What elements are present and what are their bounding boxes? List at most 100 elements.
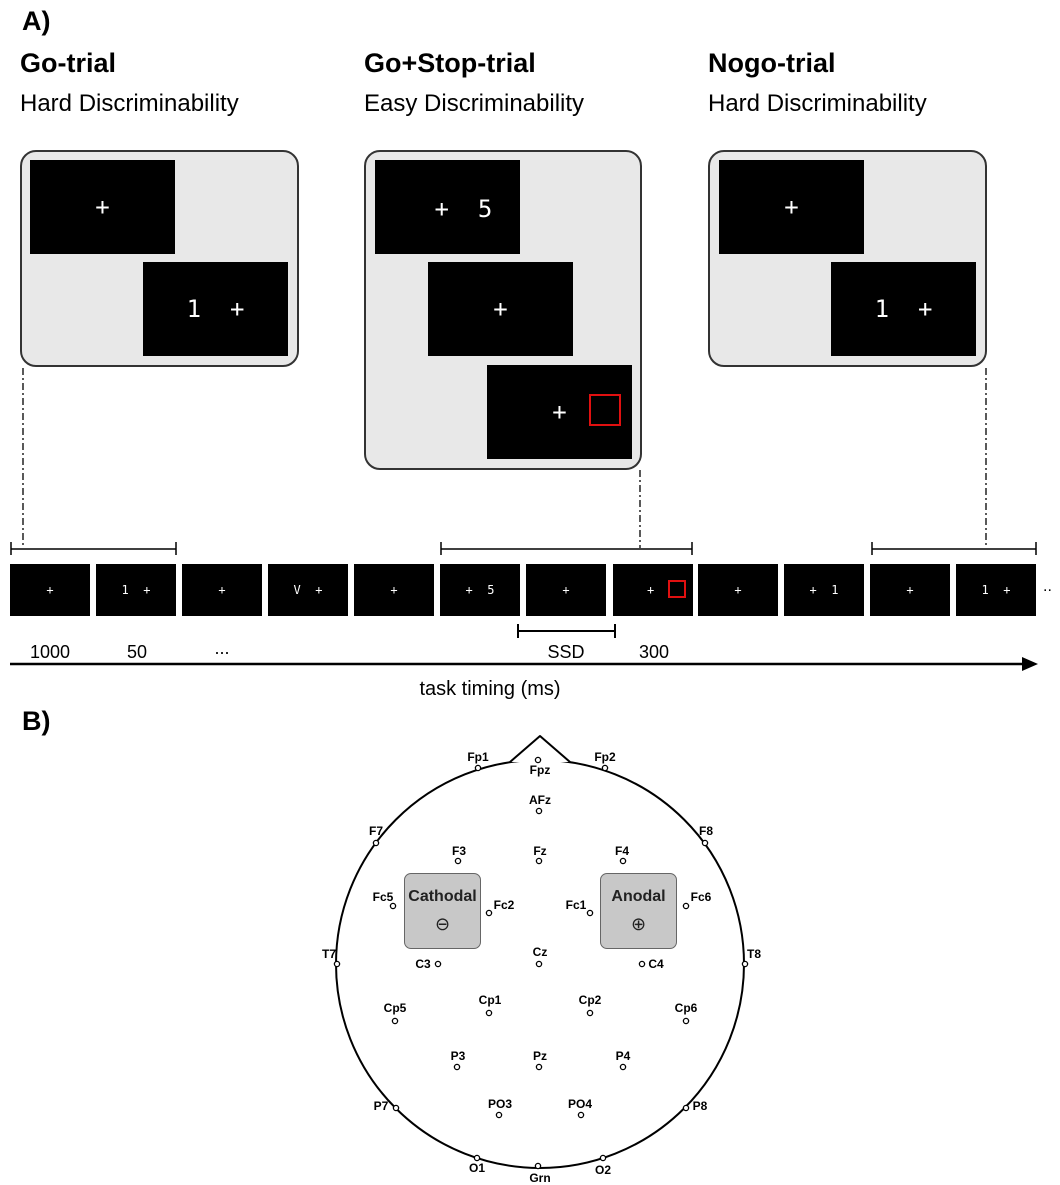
timeline-screen-text: + bbox=[562, 583, 570, 597]
timeline-screen-text: V + bbox=[293, 583, 323, 597]
timeline-screen-text: + bbox=[46, 583, 54, 597]
electrode-dot bbox=[682, 1017, 690, 1025]
electrode-dot bbox=[495, 1111, 503, 1119]
anodal-electrode: Anodal ⊕ bbox=[600, 873, 677, 949]
electrode-dot bbox=[453, 1063, 461, 1071]
electrode-dot bbox=[473, 1154, 481, 1162]
electrode-dot bbox=[619, 1063, 627, 1071]
minus-icon: ⊖ bbox=[434, 914, 451, 935]
electrode-label: F3 bbox=[451, 844, 467, 858]
plus-icon: ⊕ bbox=[630, 914, 647, 935]
electrode-label: P7 bbox=[373, 1099, 389, 1113]
timeline-screen: + bbox=[526, 564, 606, 616]
timing-arrowhead bbox=[1022, 657, 1038, 671]
electrode-label: F8 bbox=[698, 824, 714, 838]
electrode-label: Cp5 bbox=[383, 1001, 407, 1015]
timeline-screen-text: + 5 bbox=[465, 583, 495, 597]
screen-text: + 5 bbox=[434, 194, 493, 223]
nogo-trial-screen-fixation: + bbox=[719, 160, 864, 254]
nogo-trial-title: Nogo-trial bbox=[708, 48, 836, 78]
electrode-dot bbox=[333, 960, 341, 968]
go-trial-screen-fixation: + bbox=[30, 160, 175, 254]
timeline-screen-text: + 1 bbox=[809, 583, 839, 597]
electrode-dot bbox=[391, 1017, 399, 1025]
screen-text: + bbox=[784, 193, 799, 221]
electrode-dot bbox=[535, 857, 543, 865]
timeline-screen-text: 1 + bbox=[981, 583, 1011, 597]
timeline-screen-text: 1 + bbox=[121, 583, 151, 597]
timeline-screen: 1 + bbox=[956, 564, 1036, 616]
timeline-stop-signal-square bbox=[668, 580, 686, 598]
electrode-dot bbox=[534, 1162, 542, 1170]
screen-text: + bbox=[95, 193, 110, 221]
electrode-dot bbox=[535, 960, 543, 968]
timeline-screen-text: + bbox=[734, 583, 742, 597]
electrode-dot bbox=[619, 857, 627, 865]
screen-text: + bbox=[493, 295, 508, 323]
electrode-label: P8 bbox=[692, 1099, 708, 1113]
timeline-screen: 1 + bbox=[96, 564, 176, 616]
electrode-label: Fc5 bbox=[372, 890, 394, 904]
anodal-label: Anodal bbox=[611, 888, 666, 905]
timeline-screen: + 5 bbox=[440, 564, 520, 616]
go-stop-trial-screen-fixation: + bbox=[428, 262, 573, 356]
electrode-dot bbox=[389, 902, 397, 910]
electrode-dot bbox=[392, 1104, 400, 1112]
electrode-label: Fc6 bbox=[690, 890, 712, 904]
electrode-label: Fc2 bbox=[493, 898, 515, 912]
electrode-label: O2 bbox=[594, 1163, 612, 1177]
timeline-screen: + bbox=[870, 564, 950, 616]
go-stop-trial-subtitle: Easy Discriminability bbox=[364, 90, 585, 117]
electrode-label: C3 bbox=[415, 957, 431, 971]
electrode-label: Cp1 bbox=[478, 993, 502, 1007]
screen-text: 1 + bbox=[874, 295, 933, 323]
ssd-bracket bbox=[517, 624, 616, 638]
electrode-dot bbox=[372, 839, 380, 847]
electrode-label: P4 bbox=[615, 1049, 631, 1063]
electrode-dot bbox=[638, 960, 646, 968]
timeline-screen: + 1 bbox=[784, 564, 864, 616]
stop-signal-square bbox=[589, 394, 621, 426]
timing-label-300: 300 bbox=[638, 642, 670, 662]
electrode-dot bbox=[485, 1009, 493, 1017]
go-trial-screen-stimulus: 1 + bbox=[143, 262, 288, 356]
timeline-screen: + bbox=[354, 564, 434, 616]
timeline-screen: + bbox=[182, 564, 262, 616]
electrode-label: C4 bbox=[648, 957, 664, 971]
electrode-label: Pz bbox=[532, 1049, 548, 1063]
electrode-dot bbox=[682, 902, 690, 910]
electrode-dot bbox=[534, 756, 542, 764]
electrode-dot bbox=[599, 1154, 607, 1162]
go-trial-title: Go-trial bbox=[20, 48, 117, 78]
electrode-label: F7 bbox=[368, 824, 384, 838]
electrode-label: Fp2 bbox=[594, 750, 616, 764]
go-stop-trial-screen-stimulus: + 5 bbox=[375, 160, 520, 254]
electrode-label: AFz bbox=[529, 793, 551, 807]
electrode-dot bbox=[586, 1009, 594, 1017]
electrode-label: Fp1 bbox=[467, 750, 489, 764]
screen-text: 1 + bbox=[186, 295, 245, 323]
electrode-label: F4 bbox=[614, 844, 630, 858]
electrode-dot bbox=[535, 1063, 543, 1071]
panel-a-label: A) bbox=[22, 6, 51, 36]
electrode-label: Cz bbox=[532, 945, 548, 959]
electrode-dot bbox=[741, 960, 749, 968]
nose bbox=[509, 735, 571, 763]
electrode-label: Cp6 bbox=[674, 1001, 698, 1015]
go-stop-trial-bracket bbox=[440, 542, 693, 555]
electrode-dot bbox=[601, 764, 609, 772]
timing-label-ssd: SSD bbox=[547, 642, 585, 662]
electrode-label: Fpz bbox=[529, 763, 551, 777]
panel-b-label: B) bbox=[22, 706, 51, 736]
timing-label-1000: 1000 bbox=[29, 642, 71, 662]
cathodal-label: Cathodal bbox=[408, 888, 477, 905]
screen-text: + bbox=[552, 398, 567, 426]
electrode-label: PO4 bbox=[567, 1097, 593, 1111]
timeline-screen-text: + bbox=[218, 583, 226, 597]
cathodal-electrode: Cathodal ⊖ bbox=[404, 873, 481, 949]
electrode-dot bbox=[586, 909, 594, 917]
timeline-screen-text: + bbox=[390, 583, 398, 597]
go-stop-trial-title: Go+Stop-trial bbox=[364, 48, 536, 78]
electrode-dot bbox=[682, 1104, 690, 1112]
